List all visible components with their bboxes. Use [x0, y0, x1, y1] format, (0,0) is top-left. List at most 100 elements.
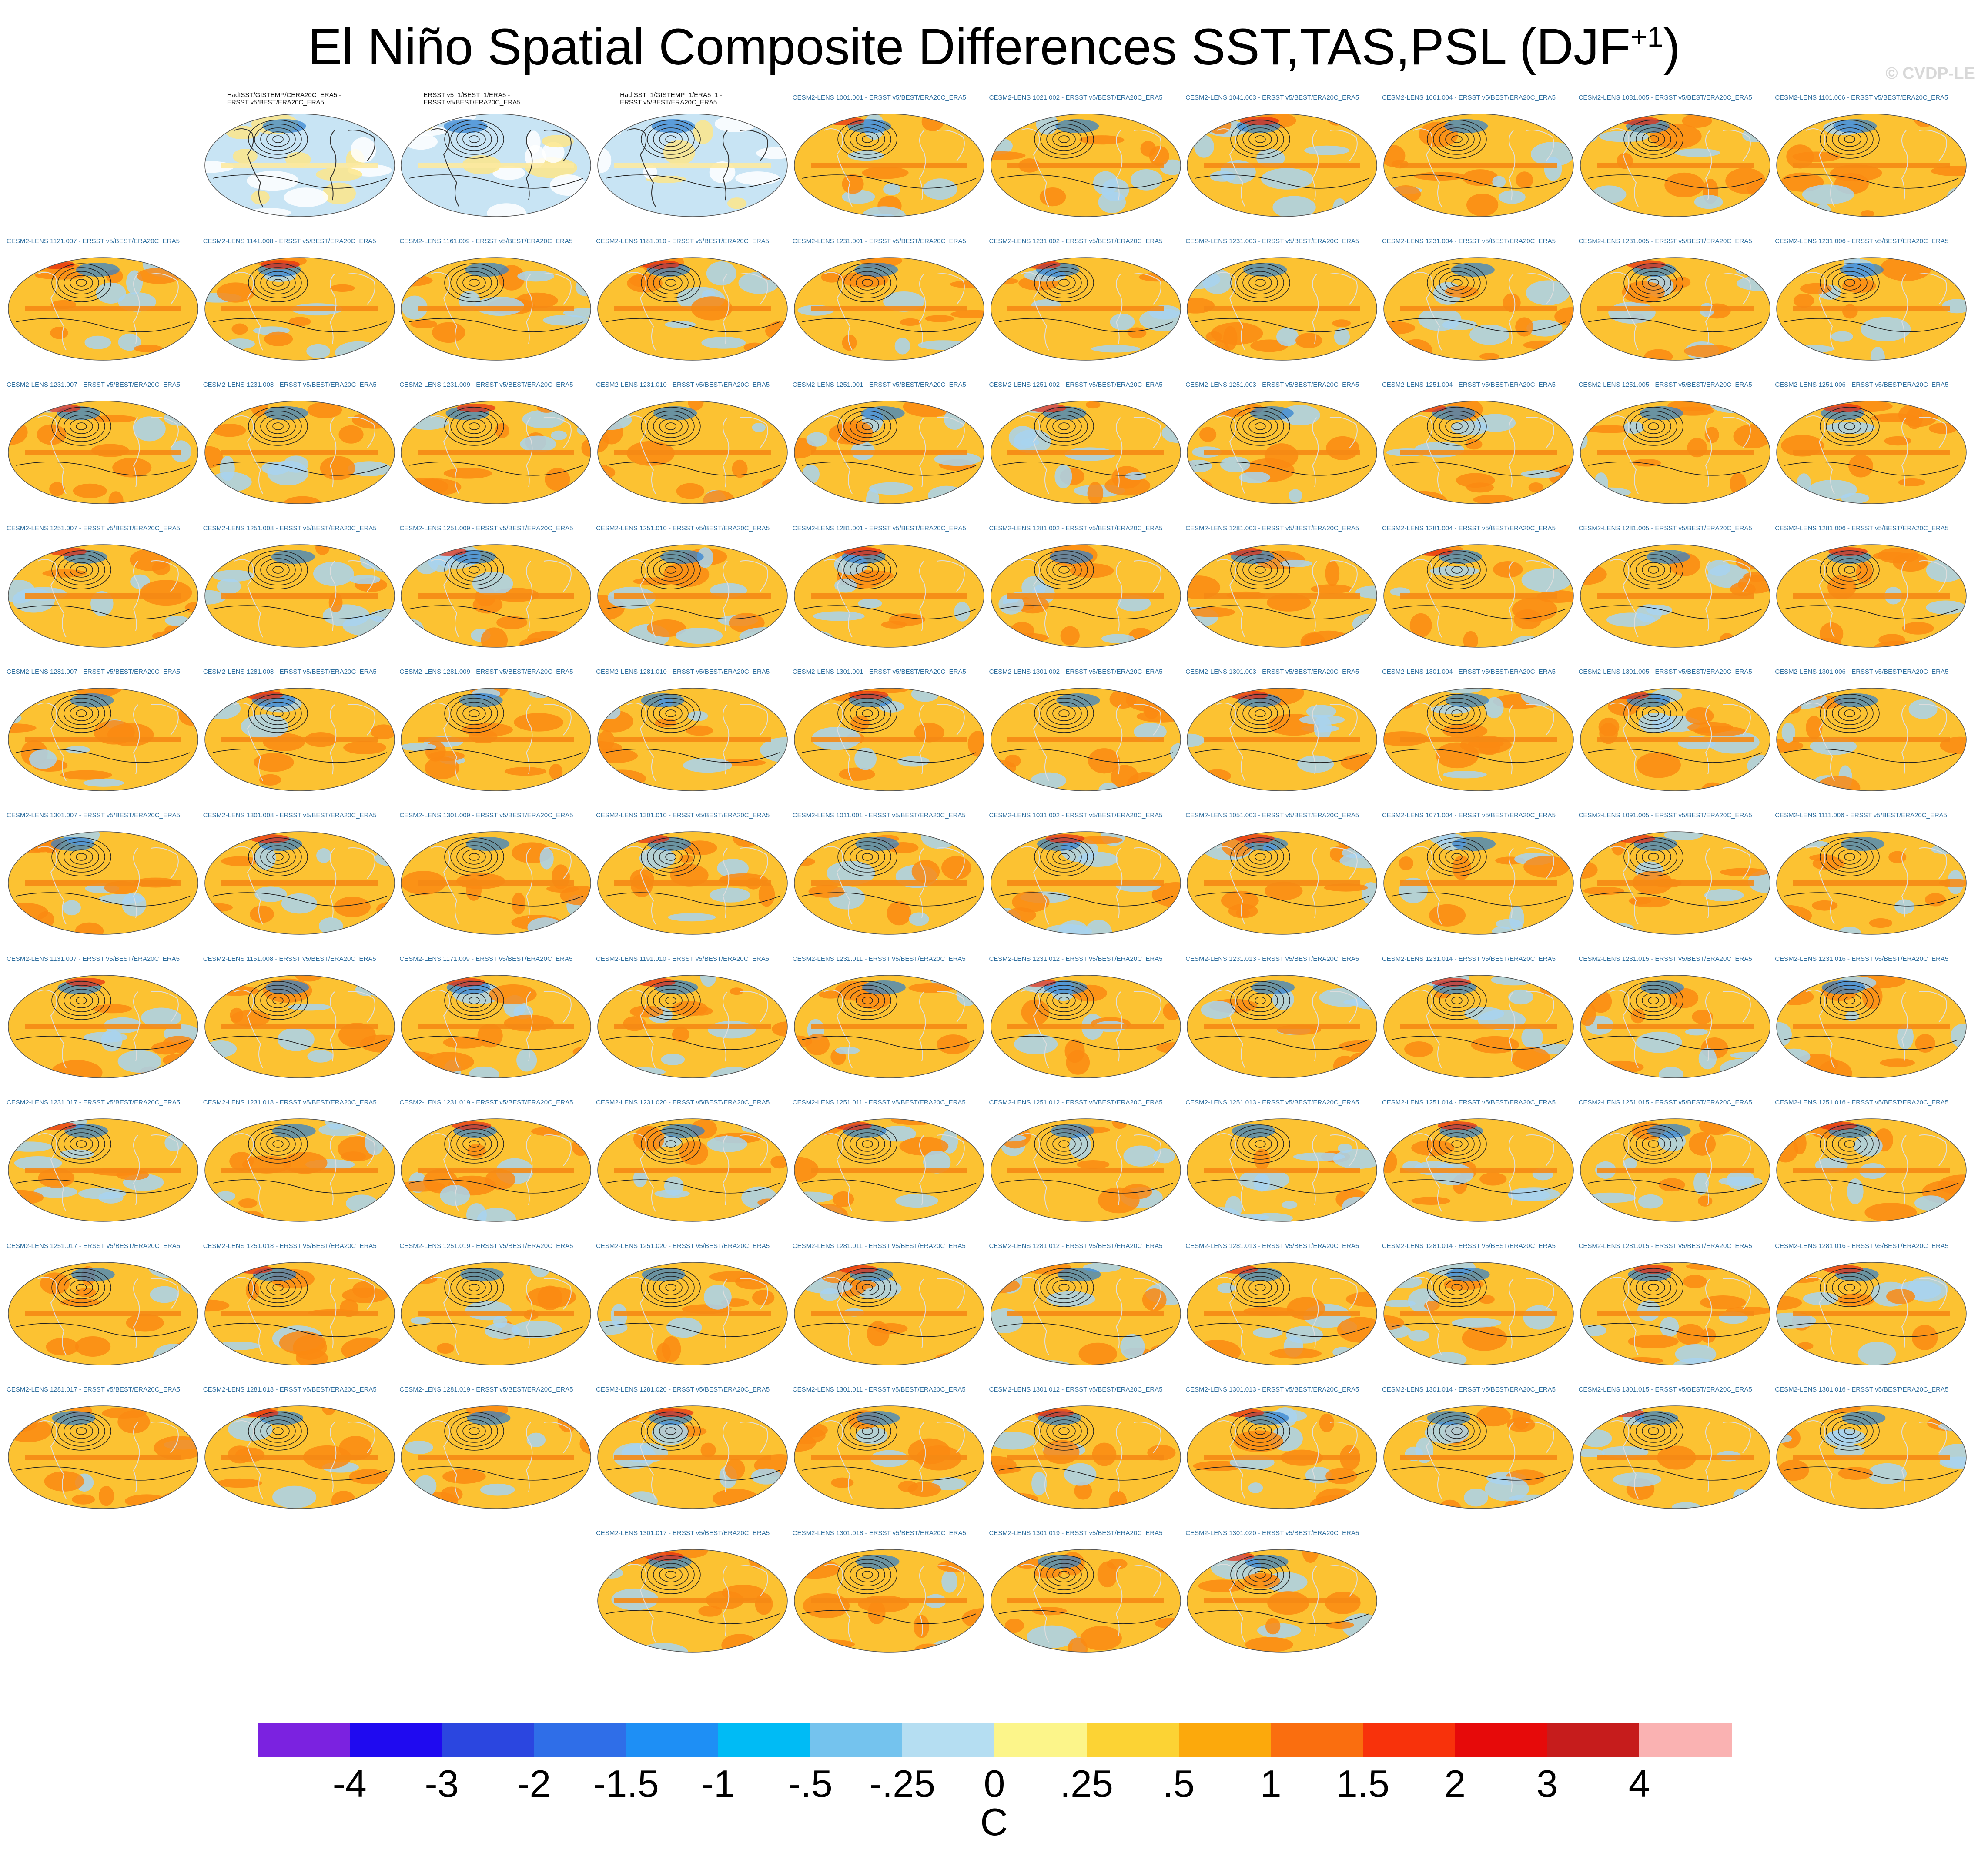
member-label: CESM2-LENS 1301.009 - ERSST v5/BEST/ERA2…	[399, 812, 573, 819]
member-label: CESM2-LENS 1301.015 - ERSST v5/BEST/ERA2…	[1578, 1386, 1752, 1393]
member-label: CESM2-LENS 1281.006 - ERSST v5/BEST/ERA2…	[1775, 525, 1949, 532]
world-map	[1187, 1262, 1377, 1365]
member-label: CESM2-LENS 1251.014 - ERSST v5/BEST/ERA2…	[1382, 1099, 1556, 1106]
panel-label: CESM2-LENS 1301.006 - ERSST v5/BEST/ERA2…	[1775, 668, 1979, 676]
colorbar-tick-label: -.5	[788, 1762, 833, 1805]
world-map	[1776, 544, 1967, 648]
member-label: CESM2-LENS 1301.017 - ERSST v5/BEST/ERA2…	[596, 1529, 770, 1537]
panel-label: CESM2-LENS 1281.007 - ERSST v5/BEST/ERA2…	[7, 668, 211, 676]
colorbar-units: C	[980, 1800, 1008, 1843]
panel-label: HadISST/GISTEMP/CERA20C_ERA5 - ERSST v5/B…	[227, 91, 392, 106]
member-label: CESM2-LENS 1231.015 - ERSST v5/BEST/ERA2…	[1578, 955, 1752, 963]
panel-label: CESM2-LENS 1281.013 - ERSST v5/BEST/ERA2…	[1185, 1242, 1390, 1250]
member-panel: CESM2-LENS 1281.015 - ERSST v5/BEST/ERA2…	[1579, 1240, 1773, 1388]
member-panel: CESM2-LENS 1231.003 - ERSST v5/BEST/ERA2…	[1185, 235, 1380, 383]
member-panel: CESM2-LENS 1071.004 - ERSST v5/BEST/ERA2…	[1382, 809, 1576, 957]
panel-label: CESM2-LENS 1251.014 - ERSST v5/BEST/ERA2…	[1382, 1099, 1586, 1106]
member-panel: CESM2-LENS 1301.004 - ERSST v5/BEST/ERA2…	[1382, 666, 1576, 813]
member-label: CESM2-LENS 1281.004 - ERSST v5/BEST/ERA2…	[1382, 525, 1556, 532]
member-label: CESM2-LENS 1091.005 - ERSST v5/BEST/ERA2…	[1578, 812, 1752, 819]
member-panel: CESM2-LENS 1301.001 - ERSST v5/BEST/ERA2…	[793, 666, 987, 813]
world-map	[1383, 114, 1574, 217]
member-panel: CESM2-LENS 1251.006 - ERSST v5/BEST/ERA2…	[1775, 378, 1969, 526]
member-panel: CESM2-LENS 1251.019 - ERSST v5/BEST/ERA2…	[399, 1240, 594, 1388]
member-label: CESM2-LENS 1251.008 - ERSST v5/BEST/ERA2…	[203, 525, 377, 532]
member-label: CESM2-LENS 1011.001 - ERSST v5/BEST/ERA2…	[792, 812, 966, 819]
panel-label: CESM2-LENS 1251.008 - ERSST v5/BEST/ERA2…	[203, 525, 408, 532]
member-panel: CESM2-LENS 1251.003 - ERSST v5/BEST/ERA2…	[1185, 378, 1380, 526]
member-label: CESM2-LENS 1281.019 - ERSST v5/BEST/ERA2…	[399, 1386, 573, 1393]
colorbar-swatch	[718, 1723, 811, 1757]
world-map	[401, 975, 592, 1078]
member-label: CESM2-LENS 1251.016 - ERSST v5/BEST/ERA2…	[1775, 1099, 1949, 1106]
panel-label: CESM2-LENS 1231.002 - ERSST v5/BEST/ERA2…	[989, 238, 1194, 245]
member-label: CESM2-LENS 1301.011 - ERSST v5/BEST/ERA2…	[792, 1386, 966, 1393]
colorbar-swatch	[626, 1723, 719, 1757]
world-map	[8, 1405, 198, 1509]
obs-label-line1: HadISST_1/GISTEMP_1/ERA5_1 -	[620, 91, 723, 99]
panel-label: CESM2-LENS 1111.006 - ERSST v5/BEST/ERA2…	[1775, 812, 1979, 819]
panel-label: CESM2-LENS 1301.020 - ERSST v5/BEST/ERA2…	[1185, 1529, 1390, 1537]
member-panel: CESM2-LENS 1281.019 - ERSST v5/BEST/ERA2…	[399, 1383, 594, 1531]
colorbar-tick-label: -1	[701, 1762, 735, 1805]
colorbar	[258, 1723, 1732, 1757]
panel-label: CESM2-LENS 1231.005 - ERSST v5/BEST/ERA2…	[1579, 238, 1783, 245]
world-map	[990, 114, 1181, 217]
colorbar-tick-label: -3	[425, 1762, 459, 1805]
member-label: CESM2-LENS 1251.020 - ERSST v5/BEST/ERA2…	[596, 1242, 770, 1250]
panel-label: CESM2-LENS 1231.011 - ERSST v5/BEST/ERA2…	[793, 955, 997, 963]
world-map	[597, 401, 788, 504]
world-map	[1776, 975, 1967, 1078]
world-map	[990, 1405, 1181, 1509]
page-title: El Niño Spatial Composite Differences SS…	[0, 17, 1988, 77]
panel-label: CESM2-LENS 1231.012 - ERSST v5/BEST/ERA2…	[989, 955, 1194, 963]
member-label: CESM2-LENS 1281.007 - ERSST v5/BEST/ERA2…	[7, 668, 181, 676]
panel-label: CESM2-LENS 1281.004 - ERSST v5/BEST/ERA2…	[1382, 525, 1586, 532]
world-map	[401, 1405, 592, 1509]
member-panel: CESM2-LENS 1101.006 - ERSST v5/BEST/ERA2…	[1775, 91, 1969, 239]
member-label: CESM2-LENS 1281.018 - ERSST v5/BEST/ERA2…	[203, 1386, 377, 1393]
panel-label: CESM2-LENS 1251.005 - ERSST v5/BEST/ERA2…	[1579, 381, 1783, 388]
panel-label: CESM2-LENS 1231.019 - ERSST v5/BEST/ERA2…	[399, 1099, 604, 1106]
world-map	[1383, 544, 1574, 648]
member-label: CESM2-LENS 1251.005 - ERSST v5/BEST/ERA2…	[1578, 381, 1752, 388]
member-label: CESM2-LENS 1281.003 - ERSST v5/BEST/ERA2…	[1185, 525, 1359, 532]
world-map	[1187, 1405, 1377, 1509]
member-panel: CESM2-LENS 1231.013 - ERSST v5/BEST/ERA2…	[1185, 953, 1380, 1101]
member-panel: CESM2-LENS 1281.005 - ERSST v5/BEST/ERA2…	[1579, 522, 1773, 670]
member-panel: CESM2-LENS 1021.002 - ERSST v5/BEST/ERA2…	[989, 91, 1184, 239]
panel-label: CESM2-LENS 1281.010 - ERSST v5/BEST/ERA2…	[596, 668, 800, 676]
member-panel: CESM2-LENS 1301.008 - ERSST v5/BEST/ERA2…	[203, 809, 398, 957]
member-label: CESM2-LENS 1301.008 - ERSST v5/BEST/ERA2…	[203, 812, 377, 819]
member-panel: CESM2-LENS 1301.006 - ERSST v5/BEST/ERA2…	[1775, 666, 1969, 813]
world-map	[794, 1549, 984, 1653]
member-label: CESM2-LENS 1231.019 - ERSST v5/BEST/ERA2…	[399, 1099, 573, 1106]
member-label: CESM2-LENS 1301.019 - ERSST v5/BEST/ERA2…	[989, 1529, 1163, 1537]
panel-label: CESM2-LENS 1281.020 - ERSST v5/BEST/ERA2…	[596, 1386, 800, 1393]
world-map	[990, 1549, 1181, 1653]
member-panel: CESM2-LENS 1081.005 - ERSST v5/BEST/ERA2…	[1579, 91, 1773, 239]
member-label: CESM2-LENS 1281.016 - ERSST v5/BEST/ERA2…	[1775, 1242, 1949, 1250]
member-label: CESM2-LENS 1251.013 - ERSST v5/BEST/ERA2…	[1185, 1099, 1359, 1106]
panel-label: CESM2-LENS 1301.017 - ERSST v5/BEST/ERA2…	[596, 1529, 800, 1537]
obs-panel: HadISST/GISTEMP/CERA20C_ERA5 - ERSST v5/B…	[203, 91, 398, 239]
member-panel: CESM2-LENS 1301.012 - ERSST v5/BEST/ERA2…	[989, 1383, 1184, 1531]
member-panel: CESM2-LENS 1251.007 - ERSST v5/BEST/ERA2…	[7, 522, 201, 670]
panel-label: CESM2-LENS 1281.006 - ERSST v5/BEST/ERA2…	[1775, 525, 1979, 532]
world-map	[990, 688, 1181, 791]
obs-label-line1: HadISST/GISTEMP/CERA20C_ERA5 -	[227, 91, 341, 99]
member-label: CESM2-LENS 1051.003 - ERSST v5/BEST/ERA2…	[1185, 812, 1359, 819]
world-map	[8, 401, 198, 504]
member-label: CESM2-LENS 1251.012 - ERSST v5/BEST/ERA2…	[989, 1099, 1163, 1106]
world-map	[1383, 975, 1574, 1078]
panel-label: CESM2-LENS 1251.010 - ERSST v5/BEST/ERA2…	[596, 525, 800, 532]
world-map	[204, 401, 395, 504]
member-panel: CESM2-LENS 1301.009 - ERSST v5/BEST/ERA2…	[399, 809, 594, 957]
obs-panel: ERSST v5_1/BEST_1/ERA5 - ERSST v5/BEST/ER…	[399, 91, 594, 239]
member-label: CESM2-LENS 1231.018 - ERSST v5/BEST/ERA2…	[203, 1099, 377, 1106]
member-label: CESM2-LENS 1281.014 - ERSST v5/BEST/ERA2…	[1382, 1242, 1556, 1250]
member-panel: CESM2-LENS 1251.017 - ERSST v5/BEST/ERA2…	[7, 1240, 201, 1388]
member-label: CESM2-LENS 1151.008 - ERSST v5/BEST/ERA2…	[203, 955, 376, 963]
member-panel: CESM2-LENS 1301.002 - ERSST v5/BEST/ERA2…	[989, 666, 1184, 813]
colorbar-tick-label: -.25	[869, 1762, 936, 1805]
